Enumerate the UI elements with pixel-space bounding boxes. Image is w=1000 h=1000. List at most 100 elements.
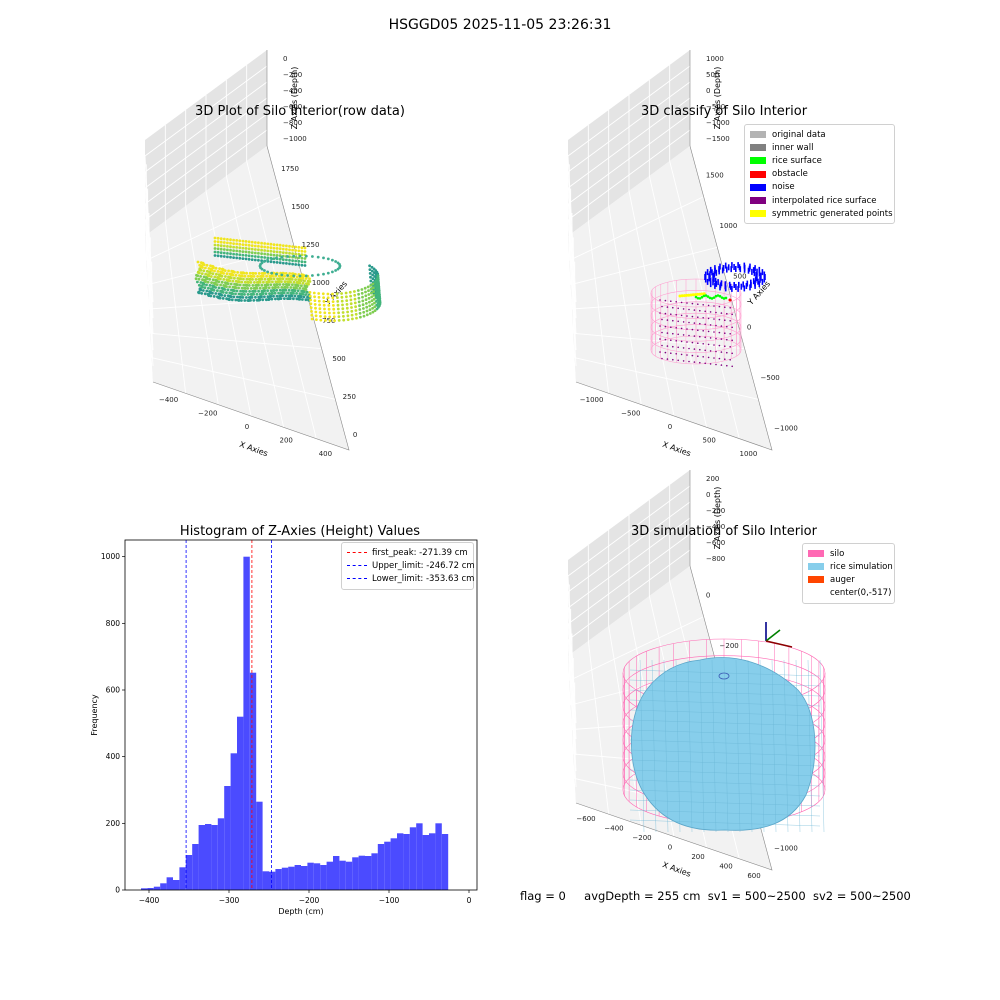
data-point bbox=[340, 292, 343, 295]
data-point bbox=[237, 286, 241, 290]
data-point bbox=[231, 273, 235, 277]
data-point bbox=[232, 295, 236, 299]
data-point bbox=[364, 294, 368, 298]
interpolated-point bbox=[702, 304, 704, 306]
silo-ring bbox=[650, 312, 742, 342]
data-point bbox=[202, 263, 206, 267]
data-point bbox=[226, 282, 230, 286]
data-point bbox=[238, 256, 242, 260]
data-point bbox=[340, 299, 344, 303]
data-point bbox=[301, 298, 304, 301]
data-point bbox=[266, 256, 270, 260]
silo-ring bbox=[650, 324, 742, 353]
interpolated-point bbox=[697, 316, 699, 319]
interpolated-point bbox=[702, 343, 704, 345]
data-point bbox=[275, 243, 279, 247]
histogram-bar bbox=[435, 823, 442, 890]
data-point bbox=[279, 294, 282, 298]
interpolated-point bbox=[699, 348, 701, 351]
data-point bbox=[272, 271, 276, 275]
data-point bbox=[241, 257, 245, 260]
interpolated-point bbox=[672, 358, 674, 361]
interpolated-point bbox=[666, 358, 669, 360]
data-point bbox=[366, 285, 370, 289]
data-point bbox=[281, 247, 285, 251]
data-point bbox=[241, 246, 245, 250]
data-point bbox=[283, 274, 286, 278]
interpolated-point bbox=[718, 357, 721, 360]
data-point bbox=[373, 281, 377, 284]
data-point bbox=[301, 276, 305, 280]
data-point bbox=[292, 297, 295, 301]
data-point bbox=[309, 302, 313, 306]
interpolated-point bbox=[675, 340, 677, 342]
data-point bbox=[316, 273, 320, 277]
data-point bbox=[345, 295, 348, 299]
data-point bbox=[288, 277, 292, 281]
interpolated-point bbox=[709, 350, 712, 352]
data-point bbox=[247, 240, 251, 244]
interpolated-point bbox=[691, 341, 694, 344]
interpolated-point bbox=[713, 331, 715, 333]
interpolated-point bbox=[693, 335, 696, 337]
interpolated-point bbox=[731, 365, 733, 368]
interpolated-point bbox=[707, 356, 710, 359]
interpolated-point bbox=[675, 353, 677, 355]
data-point bbox=[260, 259, 263, 263]
data-point bbox=[361, 295, 364, 299]
histogram-bar bbox=[141, 888, 148, 890]
rice-surface-point bbox=[712, 296, 716, 299]
data-point bbox=[308, 294, 312, 298]
data-point bbox=[291, 248, 294, 252]
data-point bbox=[257, 289, 260, 293]
data-point bbox=[373, 305, 377, 309]
rice-mesh-line bbox=[629, 769, 821, 777]
x-axis-label: X Axies bbox=[238, 440, 269, 459]
data-point bbox=[365, 305, 369, 309]
histogram-bar bbox=[192, 844, 199, 890]
data-point bbox=[203, 292, 207, 296]
data-point bbox=[234, 292, 237, 296]
interpolated-point bbox=[729, 333, 731, 335]
data-point bbox=[249, 299, 252, 302]
rice-surface-point bbox=[700, 295, 704, 299]
axes-frame bbox=[124, 539, 478, 891]
grid-line bbox=[144, 81, 268, 319]
data-point bbox=[269, 253, 273, 257]
data-point bbox=[269, 294, 273, 298]
data-point bbox=[317, 299, 321, 303]
interpolated-point bbox=[699, 309, 701, 312]
histogram-bar bbox=[275, 869, 282, 890]
rice-surface-point bbox=[706, 295, 710, 298]
data-point bbox=[199, 288, 203, 292]
data-point bbox=[318, 307, 322, 311]
data-point bbox=[313, 295, 316, 299]
data-point bbox=[344, 291, 348, 295]
data-point bbox=[232, 249, 236, 253]
data-point bbox=[310, 317, 314, 321]
data-point bbox=[285, 244, 288, 248]
data-point bbox=[226, 241, 229, 245]
legend-entry-original-data: original data bbox=[750, 128, 889, 141]
data-point bbox=[216, 247, 220, 251]
data-point bbox=[322, 296, 325, 299]
data-point bbox=[326, 257, 330, 261]
data-point bbox=[260, 255, 263, 259]
interpolated-point bbox=[677, 307, 679, 310]
data-point bbox=[358, 311, 362, 315]
rice-surface-point bbox=[698, 297, 702, 300]
rice-surface-point bbox=[724, 296, 728, 300]
data-point bbox=[294, 245, 298, 249]
data-point bbox=[263, 245, 267, 249]
data-point bbox=[314, 310, 318, 314]
data-point bbox=[260, 277, 264, 281]
data-point bbox=[278, 247, 282, 251]
data-point bbox=[228, 298, 231, 301]
data-point bbox=[220, 280, 224, 284]
histogram-bar bbox=[224, 786, 231, 890]
legend-label: interpolated rice surface bbox=[772, 195, 877, 206]
histogram-bar bbox=[288, 866, 295, 890]
rice-surface-point bbox=[694, 295, 698, 299]
data-point bbox=[287, 283, 291, 287]
data-point bbox=[232, 252, 236, 256]
